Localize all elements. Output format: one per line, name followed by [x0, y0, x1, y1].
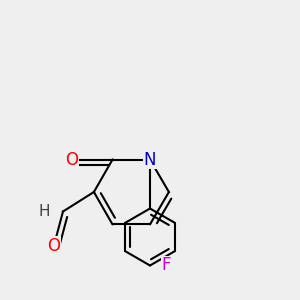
Text: O: O [65, 151, 79, 169]
Text: N: N [144, 151, 156, 169]
Text: H: H [39, 204, 50, 219]
Text: F: F [162, 256, 171, 274]
Text: O: O [47, 237, 60, 255]
